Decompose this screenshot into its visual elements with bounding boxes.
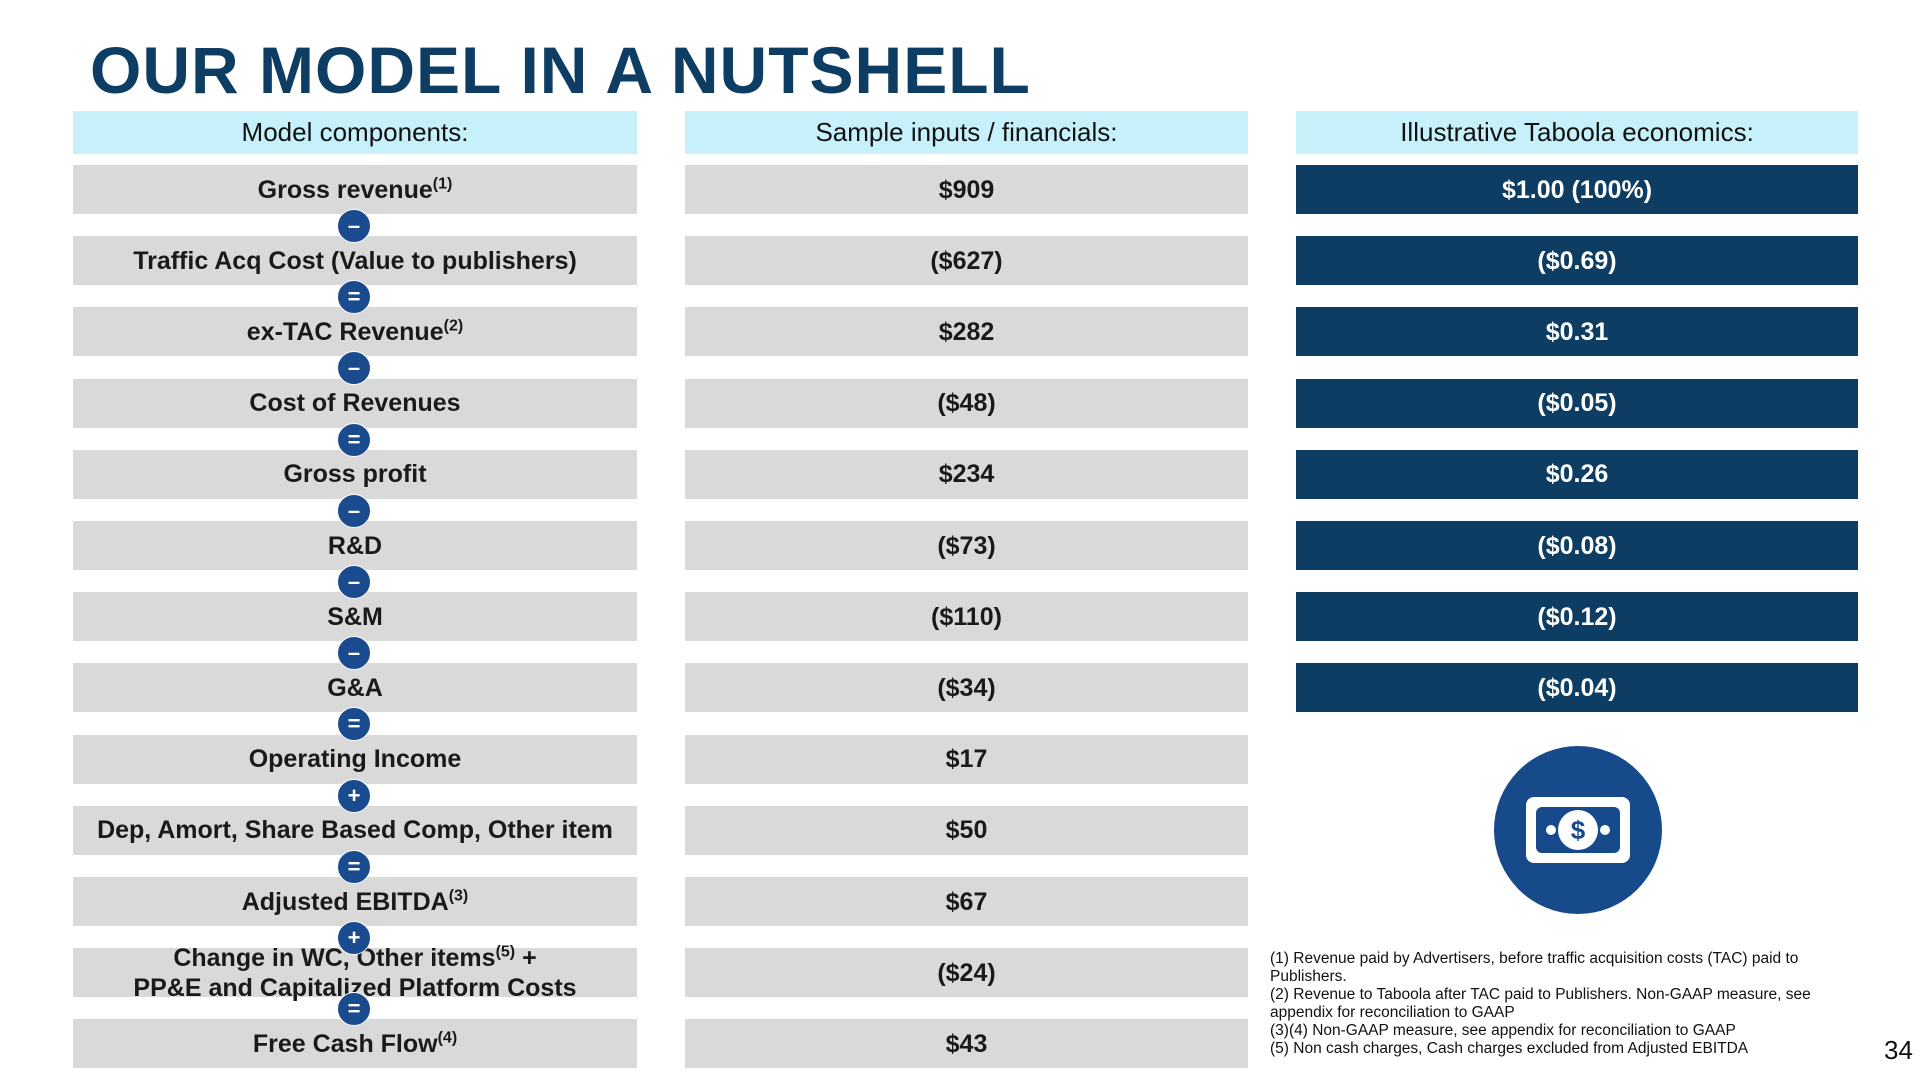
sample-value: ($48): [685, 378, 1248, 428]
footnote: (3)(4) Non-GAAP measure, see appendix fo…: [1270, 1022, 1736, 1039]
operator: +: [337, 778, 371, 813]
label-line: Adjusted EBITDA(3): [242, 887, 469, 917]
component-label: R&D: [327, 531, 383, 560]
label-line: Gross revenue(1): [258, 175, 453, 205]
note-ref: (2): [443, 317, 464, 335]
label-line: Free Cash Flow(4): [253, 1029, 457, 1059]
component-label: Cost of Revenues: [249, 389, 461, 418]
label-line: Dep, Amort, Share Based Comp, Other item: [97, 815, 613, 845]
component-label: Dep, Amort, Share Based Comp, Other item: [97, 816, 613, 845]
operator: –: [337, 636, 371, 671]
component-label: Gross revenue: [257, 175, 433, 204]
operator: –: [337, 351, 371, 386]
component-cell: S&M: [73, 592, 637, 642]
component-cell: Dep, Amort, Share Based Comp, Other item: [73, 805, 637, 855]
footnote: (1) Revenue paid by Advertisers, before …: [1270, 950, 1799, 985]
note-ref: (5): [495, 943, 516, 961]
economics-value: ($0.69): [1296, 236, 1858, 286]
component-cell: R&D: [73, 521, 637, 570]
component-cell: Free Cash Flow(4): [73, 1019, 637, 1069]
component-label: Adjusted EBITDA: [241, 887, 449, 916]
operator: =: [337, 280, 371, 315]
footnotes: (1) Revenue paid by Advertisers, before …: [1270, 950, 1850, 1058]
component-label: Change in WC, Other items: [173, 943, 496, 972]
label-line: Change in WC, Other items(5) +: [173, 943, 536, 973]
sample-value: $234: [685, 449, 1248, 499]
label-line: Operating Income: [249, 744, 462, 774]
component-cell: Gross revenue(1): [73, 165, 637, 214]
footnote: (5) Non cash charges, Cash charges exclu…: [1270, 1040, 1749, 1057]
sample-value: $50: [685, 805, 1248, 855]
component-cell: Traffic Acq Cost (Value to publishers): [73, 236, 637, 286]
label-line: ex-TAC Revenue(2): [247, 317, 463, 347]
label-suffix: +: [515, 943, 537, 972]
sample-value: $43: [685, 1019, 1248, 1069]
component-cell: Gross profit: [73, 449, 637, 499]
label-line: S&M: [327, 602, 383, 632]
column-header: Model components:: [73, 111, 637, 154]
component-cell: ex-TAC Revenue(2): [73, 307, 637, 357]
footnote: (2) Revenue to Taboola after TAC paid to…: [1270, 986, 1811, 1021]
operator: –: [337, 493, 371, 528]
operator: –: [337, 565, 371, 599]
sample-value: ($73): [685, 521, 1248, 570]
component-label: ex-TAC Revenue: [246, 317, 444, 346]
column-header: Illustrative Taboola economics:: [1296, 111, 1858, 154]
page-number: 34: [1884, 1035, 1913, 1065]
note-ref: (3): [448, 887, 469, 905]
component-label: G&A: [327, 673, 383, 702]
sample-value: $909: [685, 165, 1248, 214]
component-cell: Change in WC, Other items(5) + PP&E and C…: [73, 944, 637, 1002]
economics-value: $1.00 (100%): [1296, 165, 1858, 214]
component-cell: G&A: [73, 663, 637, 713]
money-icon: $: [1494, 746, 1662, 914]
sample-value: $67: [685, 877, 1248, 926]
economics-value: ($0.08): [1296, 521, 1858, 570]
component-label: Free Cash Flow: [252, 1029, 438, 1058]
sample-value: ($24): [685, 948, 1248, 998]
operator: =: [337, 992, 371, 1027]
component-label: Gross profit: [283, 460, 427, 489]
operator: =: [337, 422, 371, 457]
sample-value: ($34): [685, 663, 1248, 713]
operator: =: [337, 707, 371, 742]
sample-value: ($627): [685, 236, 1248, 286]
component-label: Operating Income: [248, 745, 462, 774]
note-ref: (1): [432, 175, 453, 193]
svg-text:$: $: [1571, 815, 1586, 845]
label-line: Traffic Acq Cost (Value to publishers): [133, 246, 577, 276]
label-line: Gross profit: [283, 459, 426, 489]
component-cell: Cost of Revenues: [73, 378, 637, 428]
component-label: S&M: [327, 602, 383, 631]
label-line: Cost of Revenues: [249, 388, 460, 418]
component-label: Traffic Acq Cost (Value to publishers): [133, 246, 577, 275]
operator: –: [337, 209, 371, 243]
economics-value: $0.26: [1296, 449, 1858, 499]
sample-value: $17: [685, 734, 1248, 784]
sample-value: ($110): [685, 592, 1248, 642]
label-line: G&A: [327, 673, 383, 703]
economics-value: ($0.12): [1296, 592, 1858, 642]
operator: =: [337, 849, 371, 884]
label-line: R&D: [328, 531, 382, 561]
economics-value: ($0.04): [1296, 663, 1858, 713]
component-cell: Operating Income: [73, 734, 637, 784]
economics-value: ($0.05): [1296, 378, 1858, 428]
sample-value: $282: [685, 307, 1248, 357]
component-cell: Adjusted EBITDA(3): [73, 877, 637, 926]
note-ref: (4): [437, 1029, 458, 1047]
operator: +: [337, 921, 371, 955]
title: OUR MODEL IN A NUTSHELL: [90, 33, 1031, 107]
column-header: Sample inputs / financials:: [685, 111, 1248, 154]
economics-value: $0.31: [1296, 307, 1858, 357]
